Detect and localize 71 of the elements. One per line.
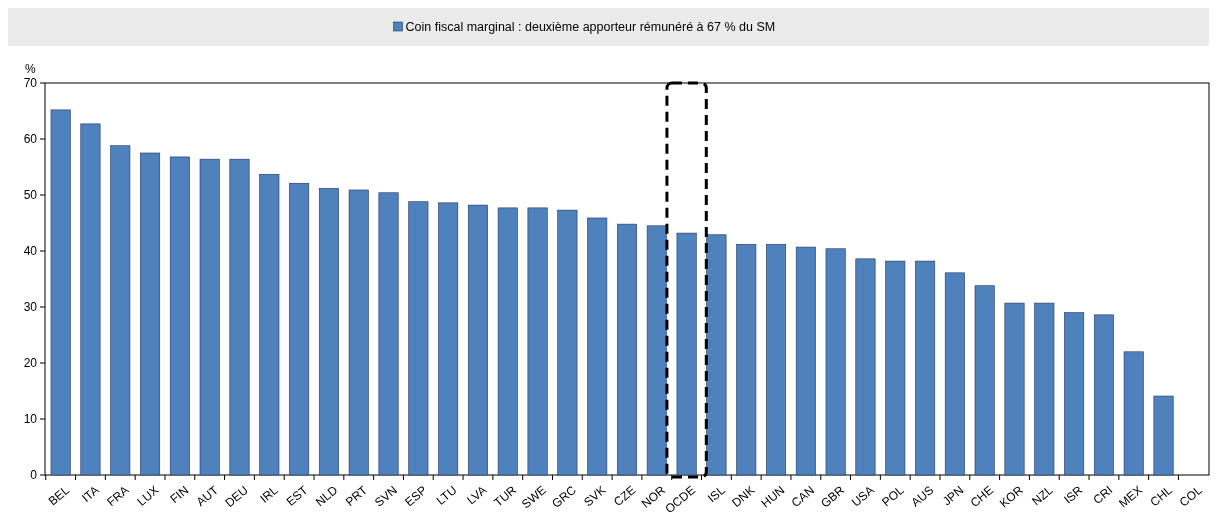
bar: [50, 109, 71, 476]
y-tick-label: 30: [23, 300, 38, 315]
bar: [617, 223, 637, 476]
bar: [497, 207, 518, 476]
bar: [795, 246, 816, 476]
bar: [408, 201, 429, 476]
bar: [706, 234, 727, 476]
bar: [318, 187, 339, 476]
x-tick-label: FRA: [104, 483, 132, 510]
bar: [676, 232, 697, 476]
y-axis-title: %: [25, 62, 36, 76]
bar: [915, 260, 936, 476]
y-tick-label: 0: [30, 468, 38, 483]
x-tick-label: ESP: [402, 483, 430, 510]
bar: [1064, 312, 1085, 476]
x-tick-label: CHL: [1147, 482, 1176, 510]
bar: [944, 272, 965, 476]
y-tick-label: 10: [23, 412, 38, 427]
x-tick-label: TUR: [491, 482, 520, 510]
y-tick-label: 70: [23, 76, 38, 91]
x-tick-label: SVN: [371, 483, 400, 510]
x-tick-label: IRL: [257, 482, 281, 506]
bar: [587, 217, 608, 476]
bar: [646, 225, 667, 476]
bar: [378, 192, 399, 476]
x-tick-label: POL: [879, 482, 907, 510]
y-tick-label: 40: [23, 244, 38, 259]
x-tick-label: FIN: [167, 483, 192, 507]
bar: [199, 158, 220, 476]
x-tick-label: GBR: [818, 482, 848, 511]
bar: [289, 182, 310, 476]
x-tick-label: JPN: [939, 483, 967, 509]
legend-label: Coin fiscal marginal : deuxième apporteur rémunéré à 67 % du SM: [405, 20, 776, 34]
bar: [259, 173, 280, 476]
y-tick-label: 20: [23, 356, 38, 371]
x-tick-label: BEL: [45, 482, 73, 509]
bar: [736, 243, 757, 476]
bar: [467, 204, 488, 476]
bar: [1123, 351, 1144, 476]
bar: [974, 285, 995, 476]
bar: [825, 248, 846, 476]
bar: [169, 156, 190, 476]
x-tick-label: NLD: [312, 482, 341, 510]
x-tick-label: ITA: [79, 483, 102, 506]
bar: [557, 209, 578, 476]
bar: [1093, 314, 1114, 476]
bar: [140, 152, 161, 476]
bar: [229, 158, 250, 476]
x-tick-label: LVA: [464, 483, 490, 508]
bar: [438, 202, 459, 476]
bar: [855, 258, 876, 476]
x-tick-label: ISR: [1061, 482, 1086, 507]
x-tick-label: CAN: [788, 483, 818, 511]
bar: [348, 189, 369, 476]
x-tick-label: CZE: [610, 483, 639, 510]
bar: [1034, 302, 1055, 476]
x-tick-label: NZL: [1029, 482, 1056, 509]
y-tick-label: 50: [23, 188, 38, 203]
bar: [885, 260, 906, 476]
bar: [80, 123, 101, 476]
x-tick-label: ISL: [704, 482, 728, 506]
bar: [110, 145, 131, 476]
bar: [766, 243, 787, 476]
bar: [1004, 302, 1025, 476]
bar: [527, 207, 548, 476]
x-tick-label: COL: [1176, 482, 1205, 510]
bar: [1153, 395, 1174, 476]
x-tick-label: CRI: [1090, 483, 1116, 508]
x-tick-label: USA: [848, 483, 877, 510]
y-tick-label: 60: [23, 132, 38, 147]
x-tick-label: LTU: [433, 483, 460, 508]
